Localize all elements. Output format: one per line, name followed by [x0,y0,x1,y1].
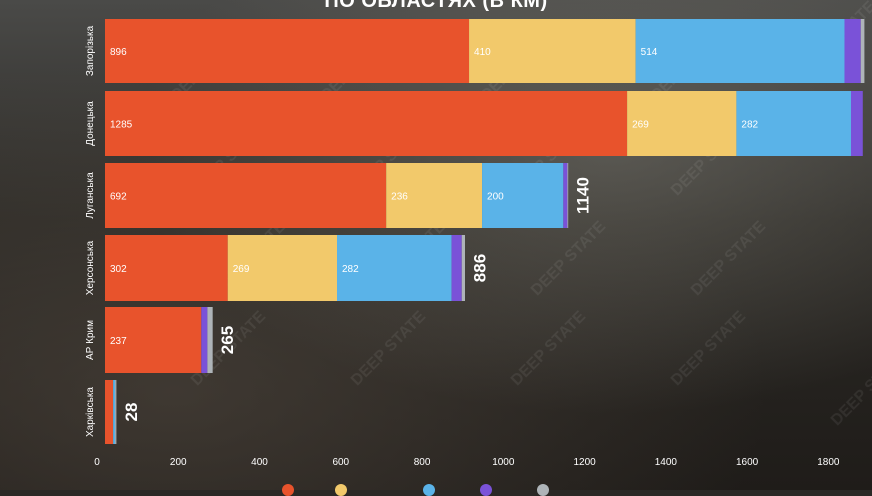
bar-segment [105,307,202,373]
bar-segment [567,163,569,228]
legend-item [423,484,435,496]
data-label: 410 [474,47,491,58]
legend-item [335,484,347,496]
bar-segment [201,307,208,373]
bar-segment [386,163,483,228]
data-label: 282 [342,264,359,275]
bar-segment [115,380,117,444]
bar-segment [105,235,228,301]
data-label: 302 [110,264,127,275]
category-label: Запорізька [85,25,96,76]
category-label: Херсонська [85,240,96,295]
legend-item [537,484,549,496]
data-label: 200 [487,192,504,203]
data-label: 514 [641,47,658,58]
category-label: Донецька [85,101,96,146]
legend-swatch [335,484,347,496]
total-label: 1869 [870,32,872,70]
data-label: 1285 [110,120,133,131]
data-label: 896 [110,47,127,58]
x-tick-label: 1600 [736,457,759,468]
legend-item [282,484,294,496]
x-tick-label: 1800 [817,457,840,468]
bar-segment [469,19,636,83]
data-label: 269 [233,264,250,275]
data-label: 692 [110,192,127,203]
x-tick-label: 1400 [655,457,678,468]
category-label: АР Крим [85,320,96,360]
bar-segment [563,163,568,228]
bar-segment [482,163,564,228]
bar-segment [207,307,213,373]
bar-segment [736,91,851,156]
data-label: 236 [391,192,408,203]
bar-segment [850,91,863,156]
x-tick-label: 1000 [492,457,515,468]
x-tick-label: 800 [414,457,431,468]
data-label: 282 [741,120,758,131]
legend-swatch [480,484,492,496]
bar-segment [113,380,116,444]
category-label: Луганська [85,172,96,219]
x-tick-label: 600 [332,457,349,468]
total-label: 28 [122,403,141,422]
total-label: 1140 [574,177,593,214]
bar-segment [627,91,737,156]
bar-segment [105,91,628,156]
bar-segment [105,380,114,444]
bar-segment [105,163,387,228]
category-label: Харківська [85,387,96,437]
bar-segment [461,235,465,301]
bar-segment [105,19,470,83]
legend-swatch [282,484,294,496]
x-tick-label: 200 [170,457,187,468]
bar-segment [337,235,452,301]
total-label: 886 [470,254,489,282]
x-tick-label: 1200 [573,457,596,468]
legend-swatch [537,484,549,496]
legend-item [480,484,492,496]
total-label: 1865 [868,105,872,143]
bar-segment [860,19,865,83]
bar-segment [451,235,462,301]
bar-segment [844,19,861,83]
legend-swatch [423,484,435,496]
chart-title: ПО ОБЛАСТЯХ (В КМ) [324,0,548,12]
x-tick-label: 0 [94,457,100,468]
data-label: 269 [632,120,649,131]
bar-segment [227,235,338,301]
data-label: 237 [110,336,127,347]
bar-segment [635,19,845,83]
total-label: 265 [218,326,237,354]
x-tick-label: 400 [251,457,268,468]
